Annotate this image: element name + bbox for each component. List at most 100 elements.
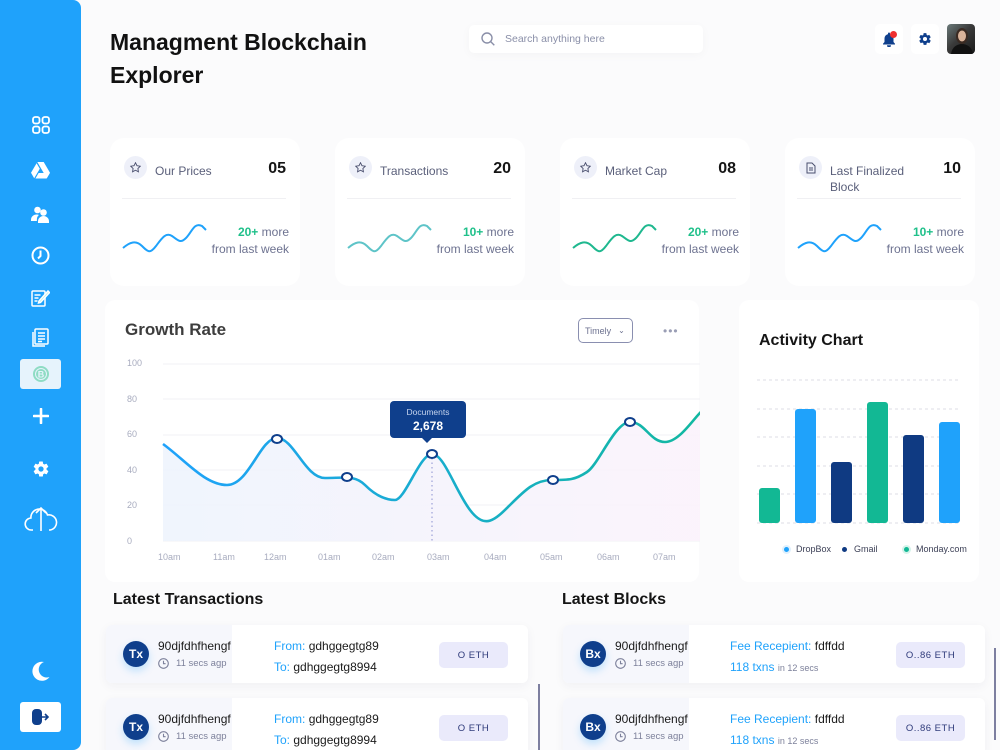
transactions-scrollbar[interactable] bbox=[538, 684, 540, 750]
stat-change: 10+ more from last week bbox=[886, 225, 964, 256]
stat-label: Our Prices bbox=[155, 164, 212, 178]
notification-badge bbox=[890, 31, 897, 38]
sidebar-item-drive[interactable] bbox=[20, 155, 61, 185]
tx-avatar: Tx bbox=[123, 641, 149, 667]
tx-from: From: gdhggegtg89 bbox=[274, 639, 379, 653]
timely-dropdown[interactable]: Timely ⌄ bbox=[578, 318, 633, 343]
logout-icon bbox=[31, 709, 49, 725]
drive-icon bbox=[31, 161, 50, 178]
growth-line-chart bbox=[162, 363, 700, 542]
latest-blocks-title: Latest Blocks bbox=[562, 591, 667, 608]
transaction-row[interactable]: Tx 90djfdhfhengf 11 secs agp From: gdhgg… bbox=[106, 698, 528, 750]
clock-icon bbox=[158, 731, 169, 742]
stat-value: 20 bbox=[493, 160, 511, 177]
stat-value: 08 bbox=[718, 160, 736, 177]
star-icon bbox=[349, 156, 372, 179]
x-tick: 12am bbox=[264, 552, 287, 562]
search-bar[interactable] bbox=[469, 25, 703, 53]
activity-chart-card: Activity Chart DropBox Gmail Monday.com bbox=[739, 300, 979, 582]
stat-card-transactions: Transactions 20 10+ more from last week bbox=[335, 138, 525, 286]
sparkline bbox=[122, 224, 207, 253]
stat-label: Last Finalized Block bbox=[830, 164, 905, 194]
sidebar-item-add[interactable] bbox=[20, 401, 61, 431]
tx-amount-button[interactable]: O ETH bbox=[439, 715, 508, 741]
x-tick: 04am bbox=[484, 552, 507, 562]
settings-button[interactable] bbox=[911, 24, 939, 54]
tx-time: 11 secs agp bbox=[158, 658, 227, 669]
notifications-button[interactable] bbox=[875, 24, 903, 54]
activity-bar-chart bbox=[757, 379, 960, 524]
growth-title: Growth Rate bbox=[125, 320, 227, 339]
tx-to: To: gdhggegtg8994 bbox=[274, 733, 377, 747]
svg-text:B: B bbox=[37, 370, 44, 380]
block-amount-button[interactable]: O..86 ETH bbox=[896, 642, 965, 668]
blocks-scrollbar[interactable] bbox=[994, 648, 996, 740]
search-input[interactable] bbox=[505, 33, 685, 45]
block-amount-button[interactable]: O..86 ETH bbox=[896, 715, 965, 741]
sidebar-item-upload[interactable] bbox=[20, 503, 61, 533]
sidebar-item-history[interactable] bbox=[20, 240, 61, 270]
y-tick: 100 bbox=[127, 358, 143, 368]
block-hash[interactable]: 90djfdhfhengf bbox=[615, 639, 688, 653]
block-hash[interactable]: 90djfdhfhengf bbox=[615, 712, 688, 726]
star-icon bbox=[124, 156, 147, 179]
block-txns[interactable]: 118 txns in 12 secs bbox=[730, 733, 819, 747]
moon-icon bbox=[31, 661, 49, 681]
sidebar-item-users[interactable] bbox=[20, 199, 61, 229]
x-tick: 07am bbox=[653, 552, 676, 562]
x-tick: 01am bbox=[318, 552, 341, 562]
divider bbox=[347, 198, 511, 199]
block-txns[interactable]: 118 txns in 12 secs bbox=[730, 660, 819, 674]
block-time: 11 secs agp bbox=[615, 658, 684, 669]
user-avatar[interactable] bbox=[947, 24, 975, 54]
stat-value: 10 bbox=[943, 160, 961, 177]
tx-hash[interactable]: 90djfdhfhengf bbox=[158, 639, 231, 653]
sparkline bbox=[572, 224, 657, 253]
sidebar-item-dark-mode[interactable] bbox=[20, 656, 61, 686]
page-title: Managment Blockchain Explorer bbox=[110, 29, 367, 88]
tx-to: To: gdhggegtg8994 bbox=[274, 660, 377, 674]
stat-card-our-prices: Our Prices 05 20+ more from last week bbox=[110, 138, 300, 286]
clock-icon bbox=[31, 246, 50, 264]
cloud-upload-icon bbox=[23, 506, 57, 531]
y-tick: 60 bbox=[127, 429, 138, 439]
tx-from: From: gdhggegtg89 bbox=[274, 712, 379, 726]
x-tick: 02am bbox=[372, 552, 395, 562]
divider bbox=[122, 198, 286, 199]
sidebar-item-settings[interactable] bbox=[20, 454, 61, 484]
block-row[interactable]: Bx 90djfdhfhengf 11 secs agp Fee Recepie… bbox=[563, 625, 985, 683]
edit-document-icon bbox=[31, 289, 50, 307]
block-avatar: Bx bbox=[580, 714, 606, 740]
x-tick: 10am bbox=[158, 552, 181, 562]
legend-item-monday: Monday.com bbox=[904, 544, 967, 554]
sidebar-item-crypto[interactable]: B bbox=[20, 359, 61, 389]
clock-icon bbox=[158, 658, 169, 669]
block-avatar: Bx bbox=[580, 641, 606, 667]
tx-amount-button[interactable]: O ETH bbox=[439, 642, 508, 668]
more-options-button[interactable]: ••• bbox=[663, 324, 679, 338]
stat-card-market-cap: Market Cap 08 20+ more from last week bbox=[560, 138, 750, 286]
stat-value: 05 bbox=[268, 160, 286, 177]
x-tick: 06am bbox=[597, 552, 620, 562]
divider bbox=[572, 198, 736, 199]
transaction-row[interactable]: Tx 90djfdhfhengf 11 secs agp From: gdhgg… bbox=[106, 625, 528, 683]
logout-button[interactable] bbox=[20, 702, 61, 732]
documents-icon bbox=[32, 327, 49, 347]
x-tick: 05am bbox=[540, 552, 563, 562]
legend-item-dropbox: DropBox bbox=[784, 544, 831, 554]
block-row[interactable]: Bx 90djfdhfhengf 11 secs agp Fee Recepie… bbox=[563, 698, 985, 750]
stat-label: Transactions bbox=[380, 164, 449, 178]
tx-hash[interactable]: 90djfdhfhengf bbox=[158, 712, 231, 726]
sidebar-item-dashboard[interactable] bbox=[20, 110, 61, 140]
x-tick: 11am bbox=[213, 552, 235, 562]
sidebar-item-documents[interactable] bbox=[20, 322, 61, 352]
y-tick: 40 bbox=[127, 465, 138, 475]
gear-icon bbox=[919, 33, 931, 45]
activity-title: Activity Chart bbox=[759, 332, 864, 349]
growth-rate-card: Growth Rate Timely ⌄ ••• 100 80 60 40 20 … bbox=[105, 300, 700, 582]
block-time: 11 secs agp bbox=[615, 731, 684, 742]
grid-icon bbox=[31, 116, 50, 134]
sidebar-item-edit[interactable] bbox=[20, 282, 61, 312]
y-tick: 20 bbox=[127, 500, 138, 510]
block-fee-recipient: Fee Recepient: fdffdd bbox=[730, 639, 845, 653]
